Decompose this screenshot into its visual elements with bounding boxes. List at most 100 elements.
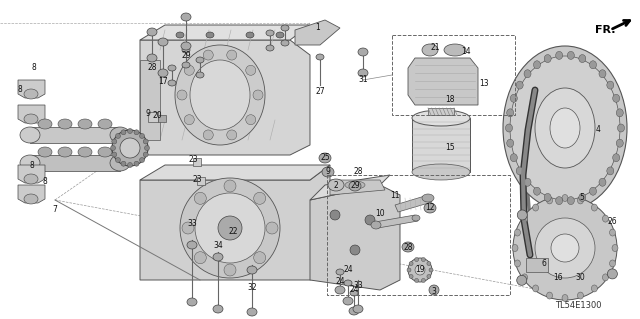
Ellipse shape [112,152,116,157]
Polygon shape [428,108,454,115]
Ellipse shape [562,294,568,301]
Ellipse shape [577,292,584,299]
Ellipse shape [182,62,190,68]
Polygon shape [295,20,340,45]
Ellipse shape [246,115,256,125]
Ellipse shape [409,274,413,278]
Ellipse shape [336,269,344,275]
Ellipse shape [182,47,190,53]
Ellipse shape [550,108,580,148]
Ellipse shape [345,181,365,189]
Ellipse shape [409,262,413,265]
Text: 8: 8 [18,85,22,94]
Ellipse shape [589,187,596,195]
Ellipse shape [187,298,197,306]
Ellipse shape [158,69,168,77]
Text: 24: 24 [335,277,345,286]
Polygon shape [30,127,120,143]
Ellipse shape [181,13,191,21]
Ellipse shape [353,305,363,313]
Ellipse shape [503,46,627,210]
Ellipse shape [98,147,112,157]
Text: 14: 14 [461,48,471,56]
Ellipse shape [358,69,368,77]
Ellipse shape [195,192,206,204]
Ellipse shape [58,119,72,129]
Ellipse shape [218,216,242,240]
Ellipse shape [127,129,132,133]
Ellipse shape [319,153,331,163]
Text: 12: 12 [425,203,435,211]
Text: 30: 30 [575,273,585,283]
Ellipse shape [253,192,266,204]
Ellipse shape [140,133,145,138]
Ellipse shape [190,60,250,130]
Ellipse shape [24,174,38,184]
Bar [148,112,158,122]
Ellipse shape [424,203,436,213]
Ellipse shape [618,124,625,132]
Ellipse shape [371,221,381,229]
Text: 27: 27 [315,87,325,97]
Ellipse shape [535,88,595,168]
Text: 8: 8 [31,63,36,72]
Ellipse shape [544,55,551,63]
Ellipse shape [534,61,541,69]
Ellipse shape [609,260,616,267]
Ellipse shape [591,285,597,292]
Text: TL54E1300: TL54E1300 [555,301,602,310]
Ellipse shape [266,30,274,36]
Ellipse shape [609,229,616,236]
Ellipse shape [98,119,112,129]
Ellipse shape [562,195,568,202]
Ellipse shape [444,44,466,56]
Ellipse shape [335,286,345,294]
Text: 4: 4 [596,125,600,135]
Ellipse shape [168,80,176,86]
Ellipse shape [567,51,574,59]
Ellipse shape [412,110,470,126]
Polygon shape [395,195,432,212]
Polygon shape [375,215,418,228]
Text: 8: 8 [43,177,47,187]
Ellipse shape [515,229,520,236]
Ellipse shape [524,70,531,78]
Ellipse shape [143,152,148,157]
Ellipse shape [158,38,168,46]
Polygon shape [408,58,478,105]
Text: 11: 11 [390,191,400,201]
Ellipse shape [143,139,148,144]
Ellipse shape [358,48,368,56]
Ellipse shape [507,139,514,147]
Ellipse shape [607,269,618,279]
Ellipse shape [412,164,470,180]
Ellipse shape [112,130,148,166]
Ellipse shape [20,127,40,143]
Ellipse shape [551,234,579,262]
Bar [392,35,515,115]
Ellipse shape [204,130,213,140]
Ellipse shape [140,158,145,162]
Ellipse shape [227,130,237,140]
Ellipse shape [599,70,606,78]
Ellipse shape [111,145,115,151]
Polygon shape [330,180,385,195]
Ellipse shape [316,54,324,60]
Ellipse shape [616,139,623,147]
Ellipse shape [253,252,266,264]
Text: FR.: FR. [595,25,616,35]
Ellipse shape [121,130,126,135]
Ellipse shape [516,275,527,285]
Text: 8: 8 [29,160,35,169]
Text: 34: 34 [213,241,223,250]
Text: 23: 23 [188,155,198,165]
Ellipse shape [535,218,595,278]
Ellipse shape [110,127,130,143]
Ellipse shape [330,210,340,220]
Ellipse shape [147,28,157,36]
Text: 33: 33 [187,219,197,228]
Ellipse shape [513,196,617,300]
Ellipse shape [181,42,191,50]
Ellipse shape [38,147,52,157]
Ellipse shape [429,268,433,272]
